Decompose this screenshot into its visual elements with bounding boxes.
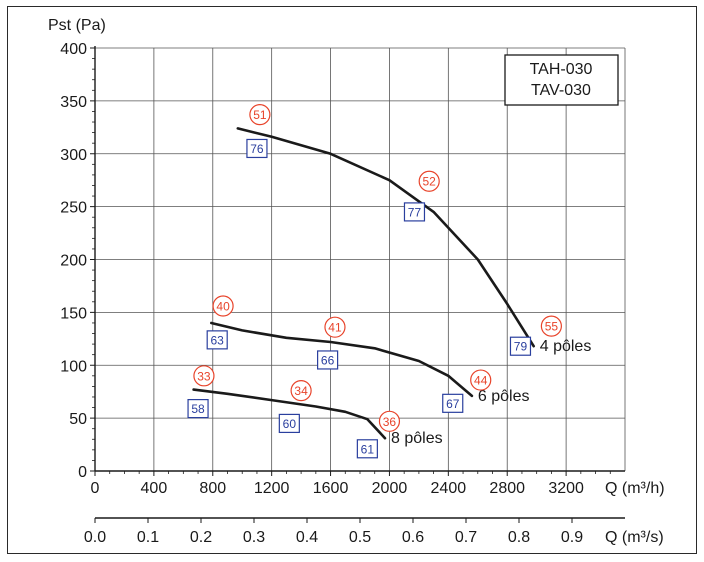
circle-marker-label: 36 (383, 415, 397, 429)
circle-marker-label: 33 (197, 369, 211, 383)
x-secondary-tick-label: 0.3 (243, 529, 265, 546)
x-secondary-tick-label: 0.0 (84, 529, 106, 546)
box-marker-label: 60 (283, 417, 297, 431)
series-label: 6 pôles (478, 388, 530, 405)
box-marker-label: 79 (514, 340, 528, 354)
box-marker-label: 76 (250, 142, 264, 156)
x-tick-label: 2000 (372, 480, 408, 497)
y-axis-label: Pst (Pa) (48, 17, 106, 34)
circle-marker (290, 380, 312, 402)
x-tick-label: 2400 (431, 480, 467, 497)
box-marker (509, 336, 532, 356)
x-axis-label: Q (m³/h) (605, 480, 665, 497)
circle-marker-label: 52 (423, 175, 437, 189)
x-secondary-tick-label: 0.2 (190, 529, 212, 546)
x-tick-label: 1200 (254, 480, 290, 497)
legend-frame (504, 54, 619, 106)
box-marker (403, 202, 426, 222)
y-tick-label: 200 (60, 253, 87, 270)
y-tick-label: 250 (60, 200, 87, 217)
circle-marker (249, 104, 271, 126)
box-marker (246, 138, 268, 159)
curves: 4 pôles 6 pôles 8 pôles (192, 127, 592, 447)
circle-marker-label: 34 (294, 384, 308, 398)
x-tick-label: 0 (91, 480, 100, 497)
y-tick-label: 350 (60, 94, 87, 111)
box-marker-label: 58 (191, 402, 205, 416)
y-tick-label: 50 (69, 411, 87, 428)
circle-marker (378, 410, 401, 432)
box-marker (278, 413, 300, 434)
x-tick-label: 2800 (489, 480, 525, 497)
box-marker-label: 66 (321, 353, 335, 367)
circle-marker-label: 55 (545, 320, 559, 334)
box-marker-label: 61 (361, 442, 375, 456)
box-marker-label: 67 (446, 397, 460, 411)
x-secondary-tick-label: 0.7 (455, 529, 477, 546)
x-tick-label: 3200 (548, 480, 584, 497)
circle-marker-label: 40 (216, 300, 230, 314)
x-tick-label: 800 (199, 480, 226, 497)
legend-entry: TAV-030 (531, 82, 591, 99)
circle-marker (470, 369, 492, 391)
circle-marker (212, 295, 234, 317)
legend-box: TAH-030 TAV-030 (504, 54, 619, 106)
x-secondary-tick-label: 0.9 (561, 529, 583, 546)
annotations: 51 52 55 40 41 44 33 34 36 76 77 79 63 66 67 58 60 61 (187, 104, 562, 459)
y-tick-label: 400 (60, 41, 87, 58)
y-tick-label: 150 (60, 305, 87, 322)
box-marker-label: 77 (408, 205, 422, 219)
y-tick-label: 300 (60, 147, 87, 164)
circle-marker-label: 41 (328, 321, 342, 335)
series-label: 4 pôles (540, 338, 592, 355)
circle-marker-label: 51 (253, 108, 267, 122)
x-axis-secondary-label: Q (m³/s) (605, 529, 664, 546)
series-line (236, 127, 535, 348)
circle-marker (324, 316, 346, 338)
gridlines (95, 47, 626, 471)
y-tick-label: 0 (78, 464, 87, 481)
box-marker (317, 350, 339, 370)
circle-marker-label: 44 (474, 374, 488, 388)
y-tick-label: 100 (60, 358, 87, 375)
circle-marker (540, 315, 562, 337)
box-marker (206, 330, 228, 350)
series-line (192, 388, 387, 440)
x-secondary-tick-label: 0.5 (349, 529, 371, 546)
legend-entry: TAH-030 (530, 61, 593, 78)
series-label: 8 pôles (391, 430, 443, 447)
box-marker (356, 439, 378, 459)
box-marker (187, 399, 209, 419)
box-marker (442, 393, 464, 413)
series-line (210, 321, 474, 398)
box-marker-label: 63 (211, 333, 225, 347)
x-tick-label: 1600 (313, 480, 349, 497)
circle-marker (193, 365, 215, 387)
x-secondary-tick-label: 0.8 (508, 529, 530, 546)
circle-marker (418, 170, 440, 192)
x-secondary-tick-label: 0.6 (402, 529, 424, 546)
x-secondary-tick-label: 0.1 (137, 529, 159, 546)
x-tick-label: 400 (141, 480, 168, 497)
x-secondary-tick-label: 0.4 (296, 529, 318, 546)
